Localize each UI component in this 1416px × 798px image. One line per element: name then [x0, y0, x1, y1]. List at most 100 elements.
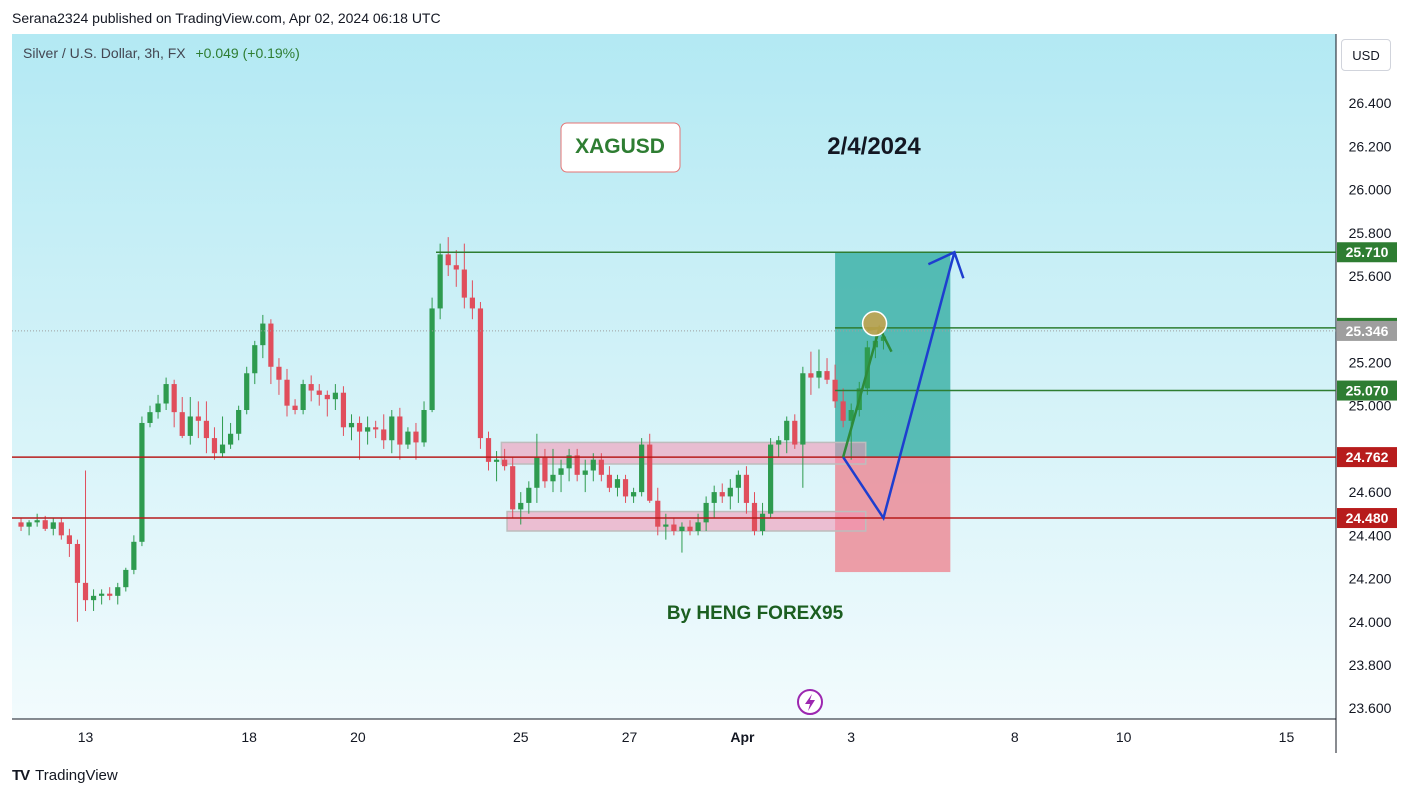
lightning-icon[interactable] [797, 689, 823, 715]
price-tick-label: 24.600 [1349, 484, 1392, 500]
candle [630, 487, 637, 503]
chart-svg[interactable]: XAGUSD 2/4/2024 By HENG FOREX95 23.60023… [12, 34, 1404, 753]
candle [405, 427, 411, 449]
price-badge-label: 25.070 [1346, 383, 1389, 399]
candle [203, 401, 210, 454]
candle [510, 457, 516, 519]
candle [356, 416, 363, 460]
candle [816, 349, 822, 389]
candle-body [485, 438, 492, 462]
candle-body [663, 524, 669, 527]
candle [187, 397, 193, 445]
price-tick-label: 24.000 [1349, 614, 1392, 630]
candle-body [203, 420, 210, 439]
candle [244, 366, 250, 415]
candle-body [534, 457, 540, 488]
candle-body [824, 371, 830, 380]
candle [485, 431, 492, 471]
candle [308, 375, 314, 402]
price-tick-label: 24.400 [1349, 527, 1392, 543]
candle-body [147, 412, 153, 423]
candle [195, 401, 201, 439]
candle [365, 416, 371, 445]
candle-body [598, 459, 604, 475]
candle [139, 416, 145, 547]
candle-body [614, 479, 621, 488]
price-badge-bg [1337, 242, 1397, 263]
price-change: +0.049 (+0.19%) [195, 45, 300, 61]
candle-body [840, 401, 846, 421]
price-badge-bg [1337, 380, 1397, 401]
candle [276, 358, 282, 395]
candle-body [26, 522, 32, 527]
candle-body [308, 384, 314, 391]
candle [461, 243, 467, 309]
candle [566, 448, 572, 482]
candle [840, 388, 846, 428]
candle [18, 518, 24, 532]
candle [622, 474, 629, 503]
time-tick-label: 20 [350, 729, 366, 745]
candle-body [236, 409, 242, 434]
publication-header: Serana2324 published on TradingView.com,… [12, 10, 441, 26]
candle-body [211, 438, 218, 454]
candle-body [34, 520, 40, 523]
candle-body [58, 522, 64, 536]
candle-body [510, 466, 516, 510]
candle-body [252, 345, 258, 374]
price-axis-background [1336, 34, 1404, 719]
candle [381, 414, 387, 449]
candle [832, 364, 838, 408]
candle-body [340, 392, 347, 428]
candle [719, 483, 725, 503]
candle [784, 416, 790, 454]
candle-body [655, 500, 661, 527]
time-tick-label: 27 [622, 729, 638, 745]
price-tick-label: 24.200 [1349, 571, 1392, 587]
candle [711, 485, 717, 519]
candle [735, 470, 741, 503]
time-tick-label: 18 [241, 729, 257, 745]
chart-area[interactable]: XAGUSD 2/4/2024 By HENG FOREX95 23.600 23… [12, 34, 1404, 753]
candle-body [171, 384, 177, 413]
candle [574, 448, 580, 482]
support-zone-1 [500, 441, 867, 465]
candle-body [590, 459, 596, 471]
time-tick-label: 25 [513, 729, 529, 745]
candle [534, 433, 540, 503]
candle-body [389, 416, 395, 441]
candle-body [179, 412, 185, 436]
candle [671, 518, 677, 536]
candle [429, 297, 435, 413]
candle-body [445, 254, 451, 266]
tradingview-logo-icon: TV [12, 767, 30, 784]
symbol-name: Silver / U.S. Dollar, 3h, FX [23, 45, 186, 61]
candle [687, 520, 693, 536]
currency-button[interactable]: USD [1341, 39, 1391, 71]
candle-body [880, 336, 887, 341]
candle-body [461, 269, 467, 298]
price-badge-label: 25.710 [1346, 244, 1389, 260]
candle-body [695, 522, 701, 532]
candle [123, 567, 129, 592]
price-badge: 25.070 [1337, 380, 1397, 401]
candle [598, 453, 604, 482]
candle-body [284, 379, 290, 406]
candle-body [735, 474, 741, 488]
candle-body [421, 409, 427, 443]
time-axis[interactable]: 13 18 20 25 27 Apr 3 8 10 15 [78, 729, 1295, 745]
candle-body [639, 444, 645, 493]
price-axis[interactable]: 23.600 23.800 24.000 24.200 24.400 24.600 25.0… [1349, 95, 1392, 716]
time-tick-label: Apr [730, 729, 755, 745]
candle [332, 384, 338, 410]
candle-body [244, 373, 250, 410]
candle [751, 492, 758, 536]
price-tick-label: 25.000 [1349, 398, 1392, 414]
ticker-label: XAGUSD [575, 135, 665, 158]
price-badge-bg [1337, 320, 1397, 341]
candle [518, 492, 524, 525]
candle-body [574, 455, 580, 475]
price-tick-label: 26.400 [1349, 95, 1392, 111]
candle-body [66, 535, 72, 544]
